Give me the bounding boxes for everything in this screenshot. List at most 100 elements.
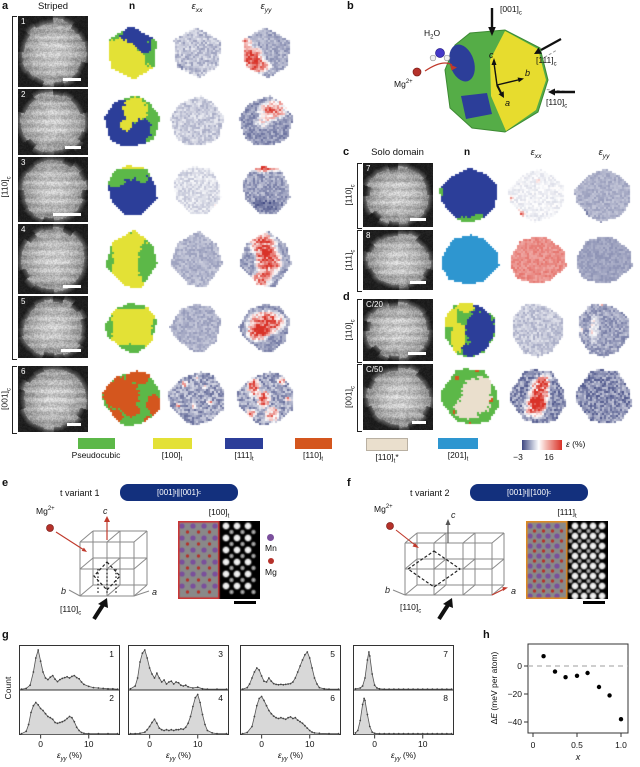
x-axis-label-eyy: εyy (%) bbox=[277, 750, 304, 763]
a-tem-image-4 bbox=[18, 224, 88, 294]
variant-title-2: t variant 2 bbox=[410, 488, 450, 498]
a-tem-image-2 bbox=[18, 89, 88, 155]
scale-bar bbox=[408, 352, 426, 355]
insertion-arrow bbox=[424, 62, 453, 72]
direction-label-001c: [001]c bbox=[500, 4, 522, 17]
a-exx-strain-map-1 bbox=[169, 23, 225, 80]
histogram-number-5: 5 bbox=[330, 649, 335, 659]
c-eyy-strain-map-8 bbox=[573, 233, 635, 287]
histogram-number-1: 1 bbox=[109, 649, 114, 659]
direction-label-110c: [110]c bbox=[546, 97, 568, 110]
histogram-plot-1: 1 2 0 10 bbox=[19, 645, 120, 748]
direction-label-110c: [110]c bbox=[400, 602, 422, 615]
histogram-area-3 bbox=[130, 649, 227, 691]
d-eyy-strain-map-C/20 bbox=[575, 300, 633, 360]
scale-bar bbox=[410, 281, 426, 284]
d-exx-strain-map-C/50 bbox=[508, 367, 568, 427]
x-axis-label-eyy: εyy (%) bbox=[390, 750, 417, 763]
axis-label-c: c bbox=[451, 510, 456, 520]
data-point bbox=[541, 654, 546, 659]
panel-label-f: f bbox=[347, 477, 351, 489]
y-tick-label: −40 bbox=[508, 717, 523, 727]
data-point bbox=[618, 717, 624, 722]
a-eyy-strain-map-4 bbox=[238, 227, 294, 291]
direction-label-111c: [111]c bbox=[536, 55, 557, 68]
scale-bar bbox=[65, 146, 81, 149]
histogram-number-3: 3 bbox=[218, 649, 223, 659]
x-axis-label-eyy: εyy (%) bbox=[56, 750, 83, 763]
tetragonal-cell-outline bbox=[406, 550, 462, 588]
legend-swatch bbox=[366, 438, 408, 451]
x-axis-label: x bbox=[575, 752, 581, 762]
row-group-bracket bbox=[357, 163, 362, 229]
particle-facet-blue-2 bbox=[461, 93, 492, 119]
column-header-solo-domain: Solo domain bbox=[371, 147, 424, 158]
legend-item-110t: [110]t bbox=[273, 438, 353, 463]
panel-label-a: a bbox=[2, 0, 9, 12]
tem-number-label: 4 bbox=[21, 225, 26, 234]
mg-ion-label: Mg2+ bbox=[36, 506, 55, 516]
particle-facet-blue-1 bbox=[449, 44, 475, 82]
a-tem-image-6 bbox=[18, 366, 88, 432]
c-tem-image-8 bbox=[363, 230, 433, 290]
zone-axis-label-110c: [110]c bbox=[0, 176, 13, 198]
tem-number-label: 8 bbox=[366, 231, 371, 240]
viewing-direction-arrow bbox=[92, 603, 105, 621]
histogram-plot-4: 7 8 0 10 bbox=[353, 645, 454, 748]
particle-3d-diagram: c b a bbox=[412, 8, 575, 133]
panel-label-d: d bbox=[343, 291, 350, 303]
a-tem-image-3 bbox=[18, 157, 88, 222]
a-tem-image-5 bbox=[18, 296, 88, 358]
legend-swatch bbox=[152, 438, 192, 449]
x-tick-label: 0 bbox=[259, 739, 264, 748]
histogram-number-6: 6 bbox=[330, 693, 335, 703]
count-axis-label: Count bbox=[3, 676, 13, 700]
histogram-number-4: 4 bbox=[218, 693, 223, 703]
row-group-bracket bbox=[357, 230, 362, 292]
a-domain-map-1 bbox=[103, 22, 161, 81]
mg-atom-label: Mg bbox=[265, 567, 277, 577]
column-header-exx: εxx bbox=[530, 147, 542, 160]
a-eyy-strain-map-3 bbox=[239, 163, 293, 216]
scale-bar bbox=[63, 78, 81, 81]
axis-label-b: b bbox=[61, 586, 66, 596]
a-eyy-strain-map-2 bbox=[237, 93, 295, 151]
histogram-number-7: 7 bbox=[443, 649, 448, 659]
panel-label-h: h bbox=[483, 629, 490, 641]
haadf-image-100t bbox=[178, 521, 260, 599]
a-exx-strain-map-6 bbox=[166, 369, 228, 429]
zone-axis-label-110c: [110]c bbox=[343, 184, 357, 206]
x-tick-label: 10 bbox=[84, 739, 94, 748]
x-tick-label: 0 bbox=[372, 739, 377, 748]
c-domain-map-8 bbox=[438, 232, 502, 288]
row-group-bracket bbox=[12, 366, 17, 434]
histogram-plot-3: 5 6 0 10 bbox=[240, 645, 341, 748]
mg-ion bbox=[412, 67, 422, 77]
mg-ion-label: Mg2+ bbox=[394, 79, 413, 89]
a-domain-map-5 bbox=[103, 299, 161, 355]
a-exx-strain-map-3 bbox=[170, 163, 224, 216]
column-header-eyy: εyy bbox=[260, 1, 272, 14]
histogram-area-1 bbox=[21, 649, 118, 691]
legend-swatch bbox=[294, 438, 332, 449]
particle-facet-yellow bbox=[490, 31, 546, 131]
axis-label-b: b bbox=[385, 585, 390, 595]
tem-number-label: 5 bbox=[21, 297, 26, 306]
panel-label-g: g bbox=[2, 629, 9, 641]
legend-item-111t: [111]t bbox=[204, 438, 284, 463]
a-domain-map-2 bbox=[102, 92, 162, 152]
orientation-pill-1: [001] t ∥ [001] c bbox=[120, 484, 238, 501]
variant-title-1: t variant 1 bbox=[60, 488, 100, 498]
scale-bar bbox=[410, 218, 426, 221]
scale-bar bbox=[61, 349, 81, 352]
a-eyy-strain-map-1 bbox=[238, 23, 294, 80]
tem-number-label: 2 bbox=[21, 90, 26, 99]
x-tick-label: 10 bbox=[305, 739, 315, 748]
water-h-atom bbox=[429, 54, 437, 62]
axis-label-c: c bbox=[489, 50, 494, 60]
d-tem-image-C/20 bbox=[363, 299, 433, 361]
mg-atom-dot bbox=[268, 558, 274, 564]
y-tick-label: −20 bbox=[508, 689, 523, 699]
tem-number-label: 6 bbox=[21, 367, 26, 376]
viewing-direction-arrow bbox=[437, 603, 450, 621]
